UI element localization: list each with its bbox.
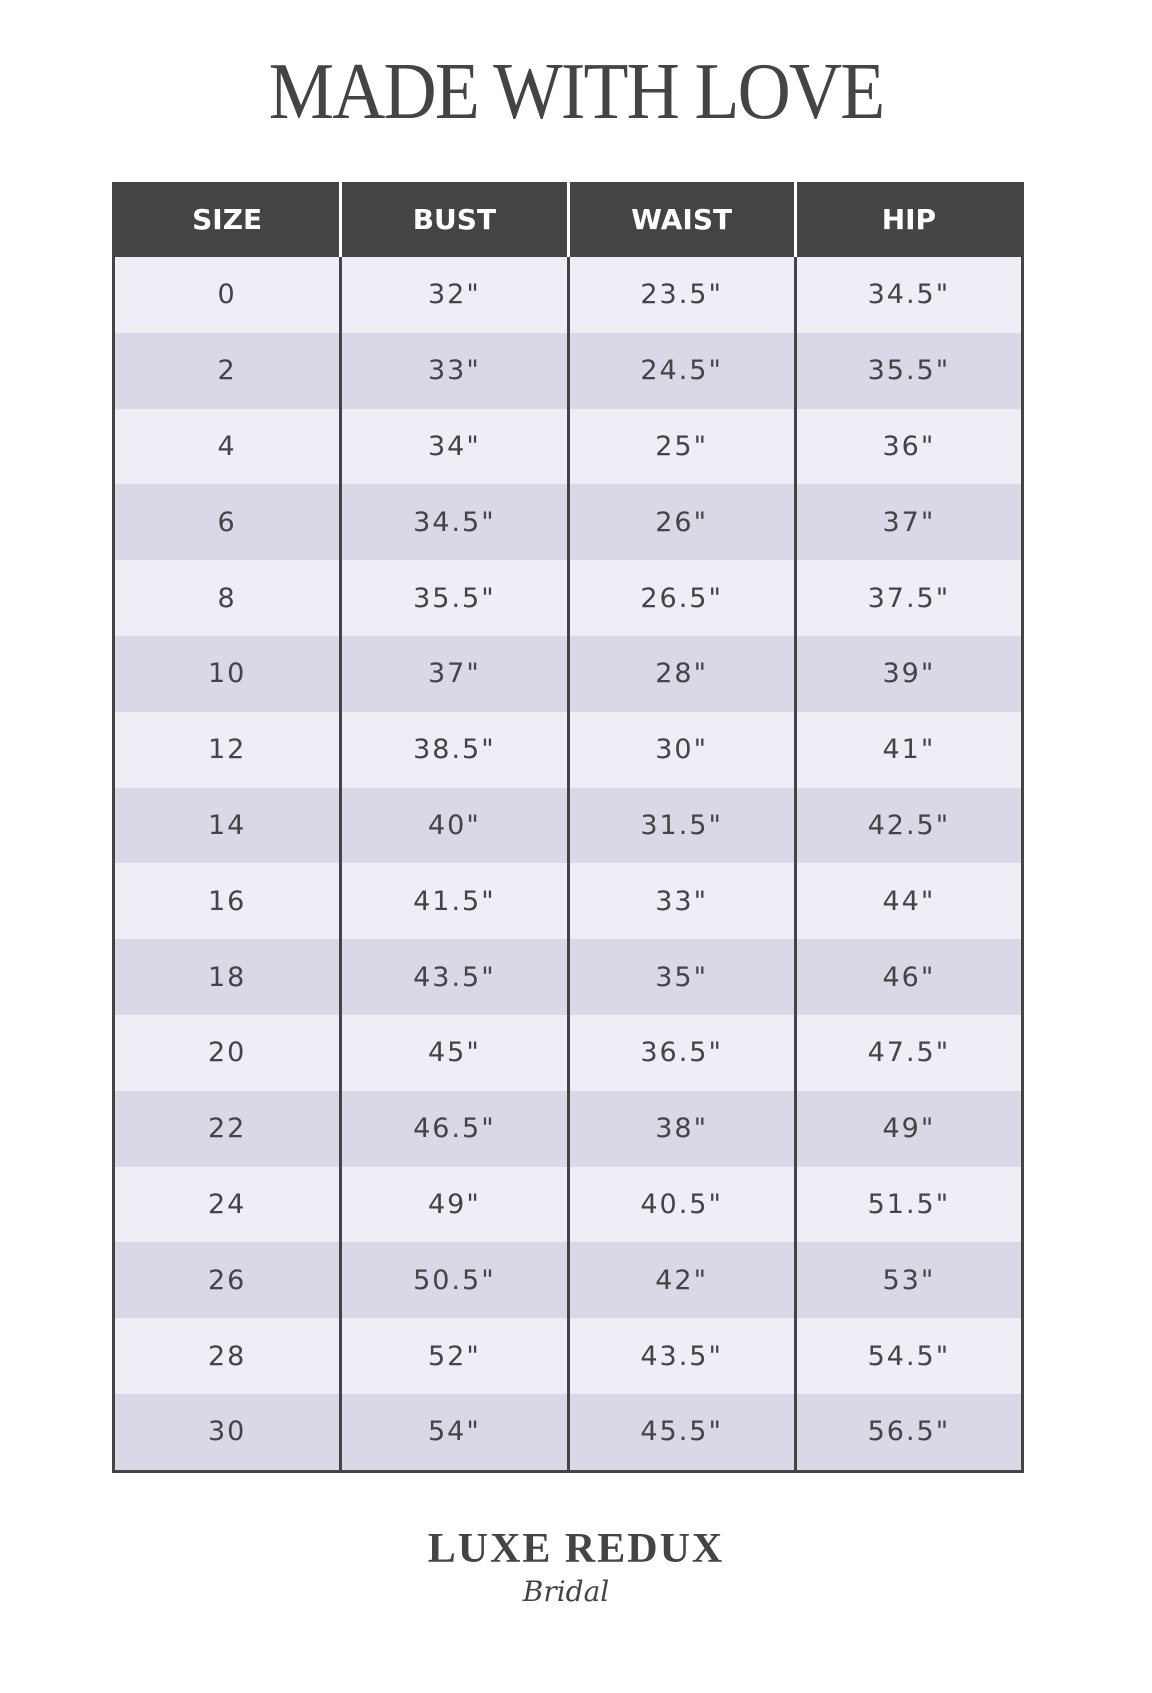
- table-cell-waist: 45.5": [566, 1393, 794, 1470]
- table-cell-size: 24: [207, 1188, 247, 1220]
- column-header-hip: HIP: [793, 182, 1021, 257]
- table-cell-size: 0: [217, 279, 237, 311]
- table-cell-hip: 53": [793, 1242, 1021, 1319]
- table-cell-bust: 35.5": [339, 560, 566, 636]
- table-cell-bust: 38.5": [339, 711, 566, 788]
- table-cell-size: 8: [217, 582, 237, 614]
- table-cell-bust: 34.5": [339, 484, 566, 561]
- table-cell-size: 18: [207, 961, 247, 993]
- table-cell-hip: 36": [793, 408, 1021, 485]
- table-cell-bust: 37": [339, 635, 566, 712]
- table-cell-hip: 54.5": [793, 1318, 1021, 1394]
- table-cell-bust: 49": [339, 1166, 566, 1243]
- table-cell-hip: 41": [793, 711, 1021, 788]
- table-row: 8 35.5" 26.5" 37.5": [115, 560, 1021, 636]
- table-cell-waist: 40.5": [566, 1166, 794, 1243]
- logo-wordmark: LUXE REDUX: [427, 1526, 725, 1572]
- table-cell-hip: 42.5": [793, 787, 1021, 864]
- table-cell-waist: 24.5": [566, 332, 794, 409]
- table-cell-bust: 54": [339, 1393, 566, 1470]
- table-cell-size: 30: [207, 1416, 247, 1448]
- table-cell-size: 14: [207, 809, 247, 841]
- table-row: 16 41.5" 33" 44": [115, 863, 1021, 940]
- table-cell-waist: 35": [566, 939, 794, 1015]
- table-cell-hip: 49": [793, 1090, 1021, 1167]
- table-cell-size: 2: [217, 355, 237, 387]
- table-cell-waist: 23.5": [566, 257, 794, 333]
- size-chart-table: SIZE BUST WAIST HIP 0 32" 23.5" 34.5" 2 33" 24.5"…: [112, 182, 1024, 1473]
- table-cell-bust: 50.5": [339, 1242, 566, 1319]
- table-row: 24 49" 40.5" 51.5": [115, 1166, 1021, 1243]
- table-row: 26 50.5" 42" 53": [115, 1242, 1021, 1319]
- table-cell-bust: 46.5": [339, 1090, 566, 1167]
- brand-logo: LUXE REDUX Bridal: [0, 1525, 1152, 1609]
- table-cell-size: 6: [217, 506, 237, 538]
- table-cell-waist: 42": [566, 1242, 794, 1319]
- table-row: 30 54" 45.5" 56.5": [115, 1393, 1021, 1470]
- table-cell-size: 26: [207, 1264, 247, 1296]
- table-row: 14 40" 31.5" 42.5": [115, 787, 1021, 864]
- table-cell-waist: 26": [566, 484, 794, 561]
- table-row: 10 37" 28" 39": [115, 635, 1021, 712]
- table-cell-size: 20: [207, 1037, 247, 1069]
- logo-script: Bridal: [522, 1575, 610, 1608]
- table-row: 22 46.5" 38" 49": [115, 1090, 1021, 1167]
- table-cell-waist: 36.5": [566, 1014, 794, 1091]
- page-title: MADE WITH LOVE: [268, 48, 886, 136]
- table-row: 0 32" 23.5" 34.5": [115, 257, 1021, 333]
- table-cell-bust: 34": [339, 408, 566, 485]
- table-cell-bust: 43.5": [339, 939, 566, 1015]
- table-cell-hip: 37": [793, 484, 1021, 561]
- table-cell-bust: 52": [339, 1318, 566, 1394]
- table-cell-hip: 37.5": [793, 560, 1021, 636]
- table-cell-waist: 25": [566, 408, 794, 485]
- table-cell-hip: 56.5": [793, 1393, 1021, 1470]
- table-header-row: SIZE BUST WAIST HIP: [115, 182, 1021, 257]
- table-cell-size: 28: [207, 1340, 247, 1372]
- table-cell-size: 16: [207, 885, 247, 917]
- table-row: 2 33" 24.5" 35.5": [115, 332, 1021, 409]
- table-row: 20 45" 36.5" 47.5": [115, 1014, 1021, 1091]
- table-cell-size: 10: [207, 658, 247, 690]
- table-cell-hip: 39": [793, 635, 1021, 712]
- table-row: 12 38.5" 30" 41": [115, 711, 1021, 788]
- table-cell-hip: 35.5": [793, 332, 1021, 409]
- table-cell-waist: 33": [566, 863, 794, 940]
- table-cell-hip: 46": [793, 939, 1021, 1015]
- table-cell-waist: 43.5": [566, 1318, 794, 1394]
- table-cell-hip: 51.5": [793, 1166, 1021, 1243]
- table-cell-bust: 41.5": [339, 863, 566, 940]
- table-row: 6 34.5" 26" 37": [115, 484, 1021, 561]
- table-cell-bust: 45": [339, 1014, 566, 1091]
- column-header-waist: WAIST: [566, 182, 794, 257]
- table-cell-size: 12: [207, 734, 247, 766]
- table-cell-hip: 47.5": [793, 1014, 1021, 1091]
- table-cell-bust: 33": [339, 332, 566, 409]
- column-header-bust: BUST: [339, 182, 567, 257]
- table-cell-waist: 30": [566, 711, 794, 788]
- table-cell-bust: 40": [339, 787, 566, 864]
- table-cell-bust: 32": [339, 257, 566, 333]
- table-cell-waist: 38": [566, 1090, 794, 1167]
- table-row: 28 52" 43.5" 54.5": [115, 1318, 1021, 1394]
- table-row: 4 34" 25" 36": [115, 408, 1021, 485]
- table-cell-waist: 28": [566, 635, 794, 712]
- table-row: 18 43.5" 35" 46": [115, 939, 1021, 1015]
- table-cell-waist: 31.5": [566, 787, 794, 864]
- table-cell-hip: 34.5": [793, 257, 1021, 333]
- column-header-size: SIZE: [115, 182, 340, 257]
- table-cell-waist: 26.5": [566, 560, 794, 636]
- table-cell-hip: 44": [793, 863, 1021, 940]
- table-cell-size: 4: [217, 430, 237, 462]
- table-cell-size: 22: [207, 1113, 247, 1145]
